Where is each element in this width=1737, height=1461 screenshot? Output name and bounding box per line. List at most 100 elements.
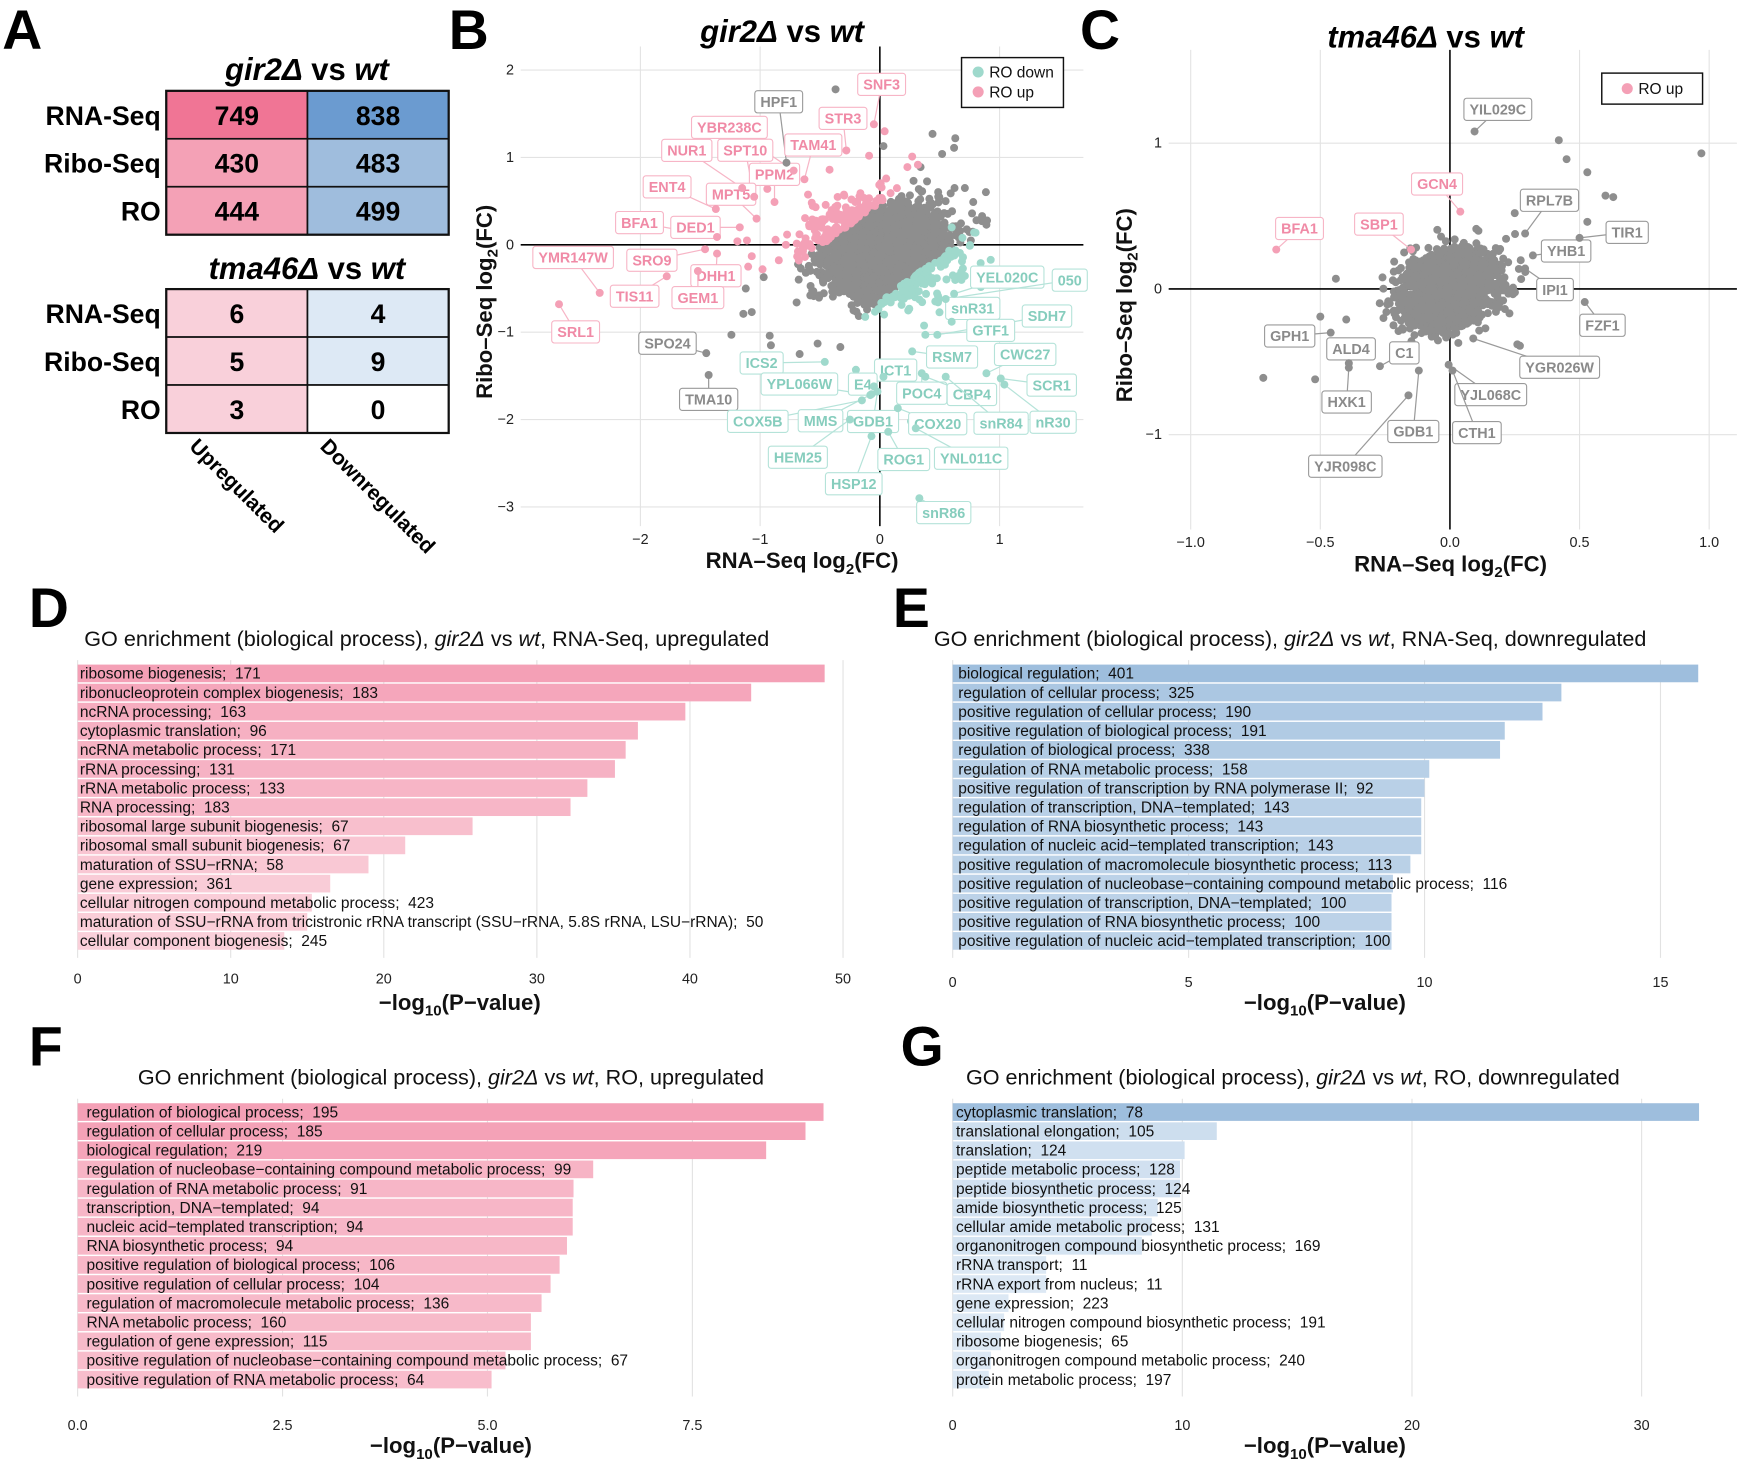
data-point-ro-up bbox=[865, 151, 874, 160]
data-point bbox=[905, 203, 914, 212]
data-point bbox=[930, 242, 939, 251]
data-point bbox=[836, 270, 845, 279]
gene-label-box bbox=[642, 175, 692, 199]
data-point bbox=[766, 341, 775, 350]
data-point bbox=[905, 191, 914, 200]
table-cell bbox=[306, 288, 450, 338]
legend-swatch bbox=[972, 86, 984, 98]
data-point bbox=[1451, 325, 1460, 334]
panel-letter-a: A bbox=[2, 0, 42, 61]
data-point bbox=[884, 274, 892, 283]
gene-label-box bbox=[748, 162, 801, 186]
gene-label-box bbox=[626, 248, 678, 272]
x-tick-label: 1.0 bbox=[1699, 535, 1719, 551]
data-point bbox=[820, 274, 829, 283]
x-tick-label: 1 bbox=[996, 532, 1004, 548]
data-point bbox=[1432, 245, 1441, 254]
gene-label: SPT10 bbox=[723, 143, 767, 159]
data-point-ro-down bbox=[880, 310, 889, 319]
data-point bbox=[928, 129, 937, 138]
data-point bbox=[1505, 309, 1514, 318]
data-point bbox=[917, 187, 926, 196]
data-point-ro-up bbox=[781, 240, 790, 249]
data-point-ro-up bbox=[795, 230, 804, 239]
data-point bbox=[795, 350, 804, 359]
data-point-ro-up bbox=[880, 127, 889, 136]
data-point-ro-down bbox=[920, 321, 929, 330]
data-point-ro-down bbox=[951, 246, 960, 255]
data-point bbox=[831, 278, 840, 287]
data-point-ro-up bbox=[867, 201, 876, 210]
data-point-ro-down bbox=[914, 287, 923, 296]
gene-label-box bbox=[760, 372, 839, 396]
label-leader-line bbox=[945, 279, 1070, 300]
labeled-point bbox=[950, 289, 959, 298]
data-point bbox=[1464, 251, 1473, 260]
data-point bbox=[913, 230, 922, 239]
gene-label: CBP4 bbox=[953, 388, 991, 404]
data-point bbox=[887, 258, 896, 267]
data-point bbox=[823, 258, 832, 267]
gene-label: YBR238C bbox=[697, 121, 762, 137]
labeled-point bbox=[750, 192, 759, 201]
table-border bbox=[165, 287, 450, 435]
data-point bbox=[805, 263, 814, 272]
data-point bbox=[938, 149, 947, 158]
data-point-ro-down bbox=[942, 275, 951, 284]
gene-label-box bbox=[797, 409, 844, 433]
data-point bbox=[951, 134, 960, 143]
table-cell bbox=[306, 89, 450, 140]
y-tick-label: 1 bbox=[1154, 136, 1162, 152]
labeled-point bbox=[1000, 380, 1009, 389]
data-point bbox=[851, 233, 860, 242]
gene-label: SRO9 bbox=[632, 253, 671, 269]
data-point bbox=[918, 254, 927, 263]
data-point-ro-down bbox=[986, 255, 995, 264]
data-point bbox=[891, 237, 900, 246]
title-segment: vs bbox=[303, 52, 355, 87]
data-point bbox=[874, 235, 883, 244]
cell-value: 499 bbox=[356, 197, 400, 227]
labeled-point bbox=[842, 146, 851, 155]
labeled-point bbox=[713, 249, 722, 258]
gene-label: TIS11 bbox=[616, 289, 654, 305]
data-point-ro-down bbox=[939, 260, 948, 269]
data-point bbox=[1424, 243, 1433, 252]
data-point bbox=[1400, 248, 1409, 257]
y-tick-label: −3 bbox=[498, 499, 514, 515]
data-point bbox=[920, 227, 929, 236]
gene-label-box bbox=[966, 318, 1016, 343]
gene-label-box bbox=[1029, 410, 1077, 434]
data-point bbox=[840, 259, 849, 268]
data-point-ro-up bbox=[744, 262, 753, 271]
data-point bbox=[892, 213, 901, 222]
data-point-ro-down bbox=[948, 271, 957, 280]
data-point bbox=[808, 286, 817, 295]
data-point bbox=[923, 177, 932, 186]
data-point bbox=[1405, 258, 1414, 267]
data-point bbox=[1511, 230, 1520, 239]
data-point-ro-up bbox=[825, 165, 834, 174]
label-part: (FC) bbox=[472, 205, 497, 249]
data-point-ro-up bbox=[783, 230, 792, 239]
data-point-ro-up bbox=[833, 192, 842, 201]
data-point bbox=[951, 231, 960, 240]
gene-label: snR86 bbox=[922, 506, 965, 522]
gene-label-box bbox=[1051, 268, 1088, 292]
data-point-ro-up bbox=[805, 222, 814, 231]
row-label: RNA-Seq bbox=[46, 101, 161, 131]
data-point bbox=[1492, 267, 1501, 276]
labeled-point bbox=[662, 272, 671, 281]
gene-label: GEM1 bbox=[678, 291, 719, 307]
gene-label-box bbox=[916, 500, 972, 525]
data-point-ro-down bbox=[931, 297, 940, 306]
label-part: RNA–Seq log bbox=[706, 548, 846, 573]
data-point bbox=[815, 251, 824, 260]
cell-value: 4 bbox=[371, 299, 386, 329]
gene-label-box bbox=[661, 138, 713, 163]
data-point bbox=[1466, 316, 1475, 325]
x-axis-title: RNA–Seq log2(FC) bbox=[706, 548, 899, 578]
data-point bbox=[876, 242, 884, 251]
data-point-ro-down bbox=[904, 291, 913, 300]
labeled-point bbox=[735, 223, 744, 232]
